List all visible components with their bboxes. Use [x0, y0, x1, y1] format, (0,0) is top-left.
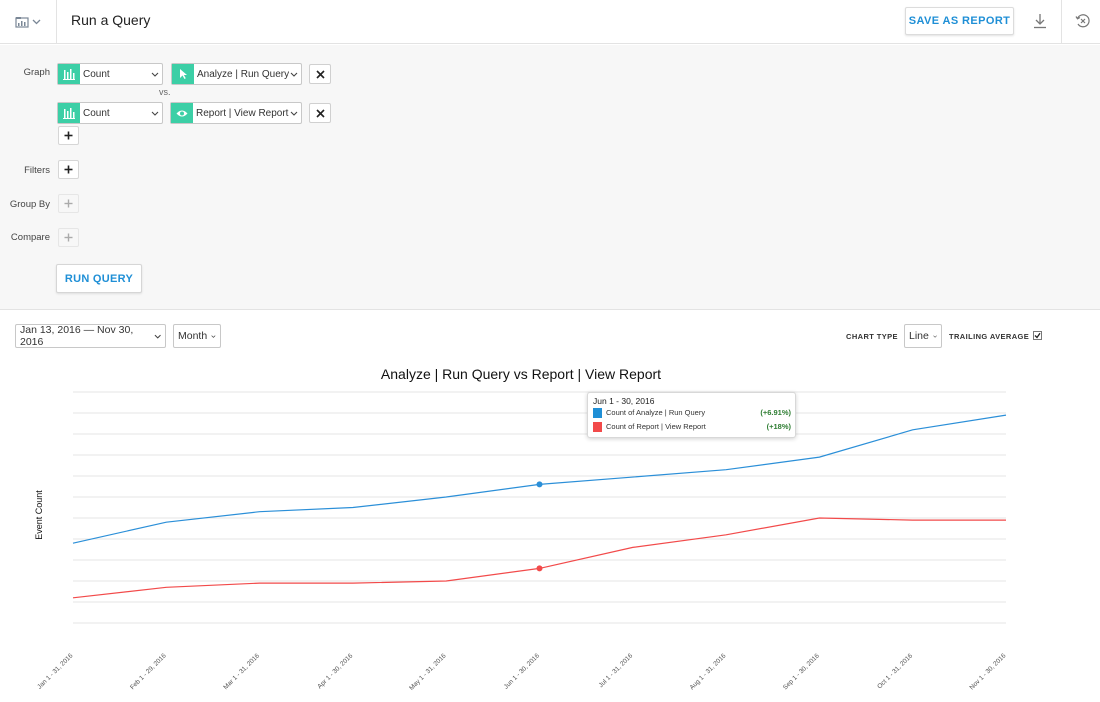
trailing-average-checkbox[interactable]: [1033, 331, 1042, 340]
highlight-point-1: [536, 481, 543, 488]
x-tick-label: Jun 1 - 30, 2016: [503, 652, 541, 690]
add-event-button[interactable]: [58, 126, 79, 145]
chart-tooltip: Jun 1 - 30, 2016 Count of Analyze | Run …: [587, 392, 796, 438]
download-icon[interactable]: [1031, 12, 1049, 30]
filters-label: Filters: [24, 165, 50, 176]
cursor-icon: [172, 64, 194, 84]
page-title: Run a Query: [71, 12, 151, 28]
vs-label: vs.: [159, 87, 171, 97]
plus-icon: [64, 233, 73, 242]
header-bar: Run a Query SAVE AS REPORT: [0, 0, 1100, 44]
y-axis-label: Event Count: [34, 490, 44, 540]
close-icon: [315, 69, 325, 79]
close-query-icon[interactable]: [1074, 12, 1092, 30]
date-range-value: Jan 13, 2016 — Nov 30, 2016: [20, 324, 134, 348]
trailing-average-label: TRAILING AVERAGE: [949, 332, 1030, 341]
highlight-point-2: [536, 565, 543, 572]
chevron-down-icon: [289, 111, 301, 116]
aggregate-select-2[interactable]: Count: [57, 102, 163, 124]
bar-chart-icon: [58, 64, 80, 84]
legend-swatch: [593, 407, 602, 418]
interval-value: Month: [178, 330, 208, 342]
series-line-1: [72, 414, 1007, 544]
add-group-by-button[interactable]: [58, 194, 79, 213]
event-label-1: Analyze | Run Query: [197, 68, 289, 80]
chevron-down-icon: [154, 334, 161, 339]
remove-row-1-button[interactable]: [309, 64, 331, 84]
bar-chart-icon: [58, 103, 80, 123]
add-compare-button[interactable]: [58, 228, 79, 247]
tooltip-row: Count of Analyze | Run Query (+6.91%): [593, 407, 791, 418]
plus-icon: [64, 131, 73, 140]
group-by-label: Group By: [9, 199, 50, 210]
aggregate-select-1[interactable]: Count: [57, 63, 163, 85]
chevron-down-icon: [150, 72, 162, 77]
x-tick-label: Mar 1 - 31, 2016: [222, 652, 261, 691]
aggregate-label-1: Count: [83, 68, 110, 80]
query-builder-panel: Graph Count Analyze | Run Query vs.: [0, 45, 1100, 310]
remove-row-2-button[interactable]: [309, 103, 331, 123]
interval-select[interactable]: Month: [173, 324, 221, 348]
chevron-down-icon: [289, 72, 301, 77]
tooltip-series-name: Count of Report | View Report: [606, 422, 706, 431]
x-tick-label: Nov 1 - 30, 2016: [968, 652, 1007, 691]
chart-folder-icon: [15, 17, 29, 28]
checkmark-icon: [1034, 332, 1041, 339]
run-query-button[interactable]: RUN QUERY: [56, 264, 142, 293]
aggregate-label-2: Count: [83, 107, 110, 119]
chevron-down-icon: [150, 111, 162, 116]
eye-icon: [171, 103, 193, 123]
event-select-2[interactable]: Report | View Report: [170, 102, 302, 124]
legend-swatch: [593, 421, 602, 432]
tooltip-series-name: Count of Analyze | Run Query: [606, 408, 706, 417]
chart-title: Analyze | Run Query vs Report | View Rep…: [380, 366, 662, 382]
x-tick-label: Jul 1 - 31, 2016: [598, 652, 635, 689]
chevron-down-icon: [933, 335, 937, 338]
tooltip-title: Jun 1 - 30, 2016: [593, 396, 655, 406]
x-tick-label: Feb 1 - 29, 2016: [129, 652, 168, 691]
add-filter-button[interactable]: [58, 160, 79, 179]
chart-type-select[interactable]: Line: [904, 324, 942, 348]
chart-type-label: CHART TYPE: [846, 332, 898, 341]
plus-icon: [64, 165, 73, 174]
chevron-down-icon: [32, 19, 41, 25]
x-tick-label: May 1 - 31, 2016: [408, 652, 448, 692]
tooltip-series-value: (+6.91%): [760, 408, 791, 417]
x-tick-label: Jan 1 - 31, 2016: [36, 652, 74, 690]
tooltip-row: Count of Report | View Report (+18%): [593, 421, 791, 432]
graph-label: Graph: [23, 67, 50, 78]
tooltip-series-value: (+18%): [766, 422, 791, 431]
event-select-1[interactable]: Analyze | Run Query: [171, 63, 302, 85]
x-tick-label: Oct 1 - 31, 2016: [876, 652, 914, 690]
app-menu-button[interactable]: [0, 0, 57, 44]
chart-type-value: Line: [909, 330, 929, 342]
compare-label: Compare: [10, 232, 50, 243]
header-divider: [1061, 0, 1062, 44]
event-label-2: Report | View Report: [196, 107, 289, 119]
save-as-report-button[interactable]: SAVE AS REPORT: [905, 7, 1014, 35]
x-tick-label: Sep 1 - 30, 2016: [782, 652, 821, 691]
close-icon: [315, 108, 325, 118]
x-tick-label: Apr 1 - 30, 2016: [316, 652, 354, 690]
plus-icon: [64, 199, 73, 208]
x-tick-label: Aug 1 - 31, 2016: [689, 652, 728, 691]
series-line-2: [72, 517, 1006, 599]
chevron-down-icon: [211, 334, 216, 338]
date-range-select[interactable]: Jan 13, 2016 — Nov 30, 2016: [15, 324, 166, 348]
